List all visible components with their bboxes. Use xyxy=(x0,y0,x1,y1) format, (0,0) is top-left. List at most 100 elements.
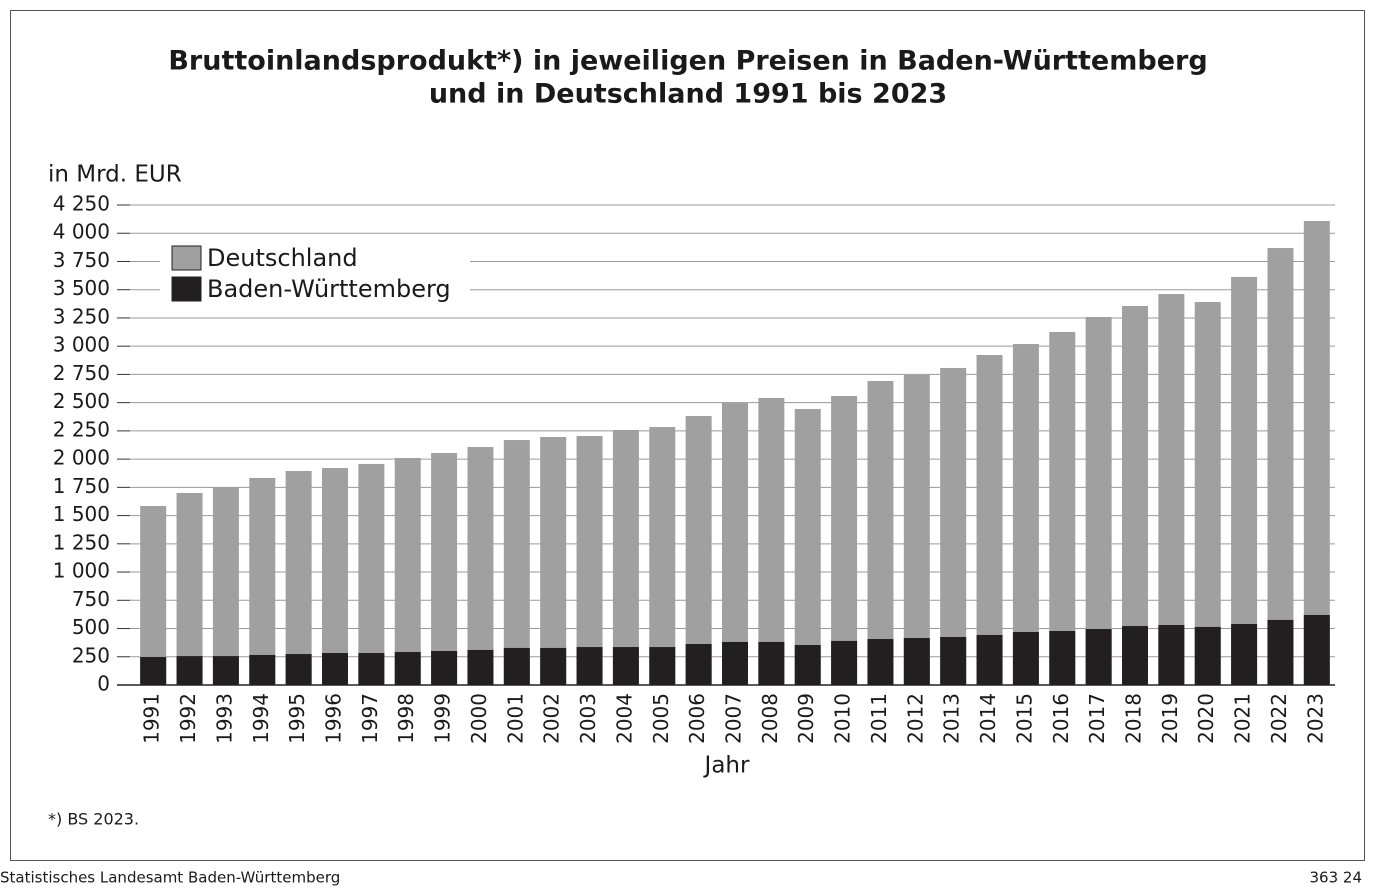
y-tick-label: 2 000 xyxy=(53,446,110,470)
x-tick-label: 2002 xyxy=(540,693,564,744)
bar xyxy=(576,435,603,685)
bar xyxy=(831,640,858,685)
bar xyxy=(1158,625,1185,685)
y-tick-label: 0 xyxy=(97,672,110,696)
x-tick-label: 2012 xyxy=(903,693,927,744)
legend-background xyxy=(160,238,470,306)
x-tick-label: 2019 xyxy=(1158,693,1182,744)
bar xyxy=(540,436,567,685)
x-tick-label: 2003 xyxy=(576,693,600,744)
bar xyxy=(612,647,639,685)
bar xyxy=(940,367,967,685)
bar xyxy=(685,415,712,685)
bar xyxy=(140,505,167,685)
bar xyxy=(976,634,1003,685)
x-tick-label: 2018 xyxy=(1122,693,1146,744)
x-tick-label: 2010 xyxy=(831,693,855,744)
bar xyxy=(358,463,385,685)
x-tick-label: 2001 xyxy=(503,693,527,744)
x-tick-label: 1995 xyxy=(285,693,309,744)
x-tick-label: 2004 xyxy=(612,693,636,744)
bar xyxy=(903,638,930,685)
x-tick-label: 1998 xyxy=(394,693,418,744)
x-tick-label: 1996 xyxy=(322,693,346,744)
bar xyxy=(722,402,748,685)
bar xyxy=(1194,302,1221,685)
x-tick-label: 2014 xyxy=(976,693,1000,744)
chart-title: und in Deutschland 1991 bis 2023 xyxy=(429,79,947,110)
bar xyxy=(649,647,676,685)
y-tick-label: 1 000 xyxy=(53,559,110,583)
x-tick-label: 2000 xyxy=(467,693,491,744)
y-tick-label: 3 500 xyxy=(53,276,110,300)
bar xyxy=(503,440,530,685)
legend: Deutschland Baden-Württemberg xyxy=(160,238,470,306)
footnote: *) BS 2023. xyxy=(48,810,139,829)
y-tick-label: 3 750 xyxy=(53,248,110,272)
y-tick-label: 250 xyxy=(72,643,110,667)
x-tick-label: 1997 xyxy=(358,693,382,744)
x-tick-label: 2008 xyxy=(758,693,782,744)
bar xyxy=(1267,619,1294,685)
bar xyxy=(394,652,421,685)
x-axis-label: Jahr xyxy=(703,753,750,779)
bar xyxy=(431,453,458,685)
bar xyxy=(1231,624,1258,685)
legend-label: Deutschland xyxy=(207,244,358,272)
bar xyxy=(176,656,203,685)
x-tick-label: 2023 xyxy=(1303,693,1327,744)
x-tick-label: 1999 xyxy=(431,693,455,744)
y-tick-label: 3 000 xyxy=(53,333,110,357)
bar xyxy=(140,656,167,685)
y-tick-label: 4 000 xyxy=(53,220,110,244)
bar xyxy=(976,354,1003,685)
bar xyxy=(940,637,967,685)
x-tick-label: 2006 xyxy=(685,693,709,744)
x-tick-label: 2011 xyxy=(867,693,891,744)
legend-swatch xyxy=(171,276,202,302)
bar xyxy=(831,395,858,685)
x-tick-label: 1991 xyxy=(140,693,164,744)
x-tick-label: 1992 xyxy=(176,693,200,744)
frame xyxy=(10,10,1365,861)
bar xyxy=(722,641,748,685)
bar xyxy=(1267,248,1294,686)
bar xyxy=(1012,344,1039,685)
bar xyxy=(867,380,894,685)
bar xyxy=(1231,276,1258,685)
x-tick-label: 1994 xyxy=(249,693,273,744)
y-axis-label: in Mrd. EUR xyxy=(48,162,182,188)
bar xyxy=(1085,317,1112,685)
bar xyxy=(1303,221,1330,685)
x-tick-label: 2017 xyxy=(1085,693,1109,744)
x-tick-label: 2015 xyxy=(1012,693,1036,744)
bar xyxy=(176,493,203,685)
bar xyxy=(285,470,312,685)
bar xyxy=(1122,626,1148,685)
x-tick-label: 2007 xyxy=(722,693,746,744)
bar xyxy=(1122,305,1148,685)
bar xyxy=(1194,626,1221,685)
legend-swatch xyxy=(171,245,202,271)
bar xyxy=(322,653,348,685)
bar xyxy=(249,477,276,685)
y-tick-label: 750 xyxy=(72,587,110,611)
bar xyxy=(612,429,639,685)
x-tick-label: 2022 xyxy=(1267,693,1291,744)
x-tick-label: 2016 xyxy=(1049,693,1073,744)
legend-label: Baden-Württemberg xyxy=(207,275,451,303)
bar xyxy=(649,427,676,685)
y-tick-label: 4 250 xyxy=(53,192,110,216)
bar xyxy=(212,487,239,685)
x-tick-label: 2009 xyxy=(794,693,818,744)
x-tick-label: 1993 xyxy=(212,693,236,744)
bar xyxy=(503,647,530,685)
y-tick-label: 2 750 xyxy=(53,361,110,385)
chart-code: 363 24 xyxy=(1310,869,1363,887)
bar xyxy=(794,645,821,685)
bar xyxy=(1049,631,1076,685)
y-tick-label: 3 250 xyxy=(53,304,110,328)
bar xyxy=(685,644,712,685)
